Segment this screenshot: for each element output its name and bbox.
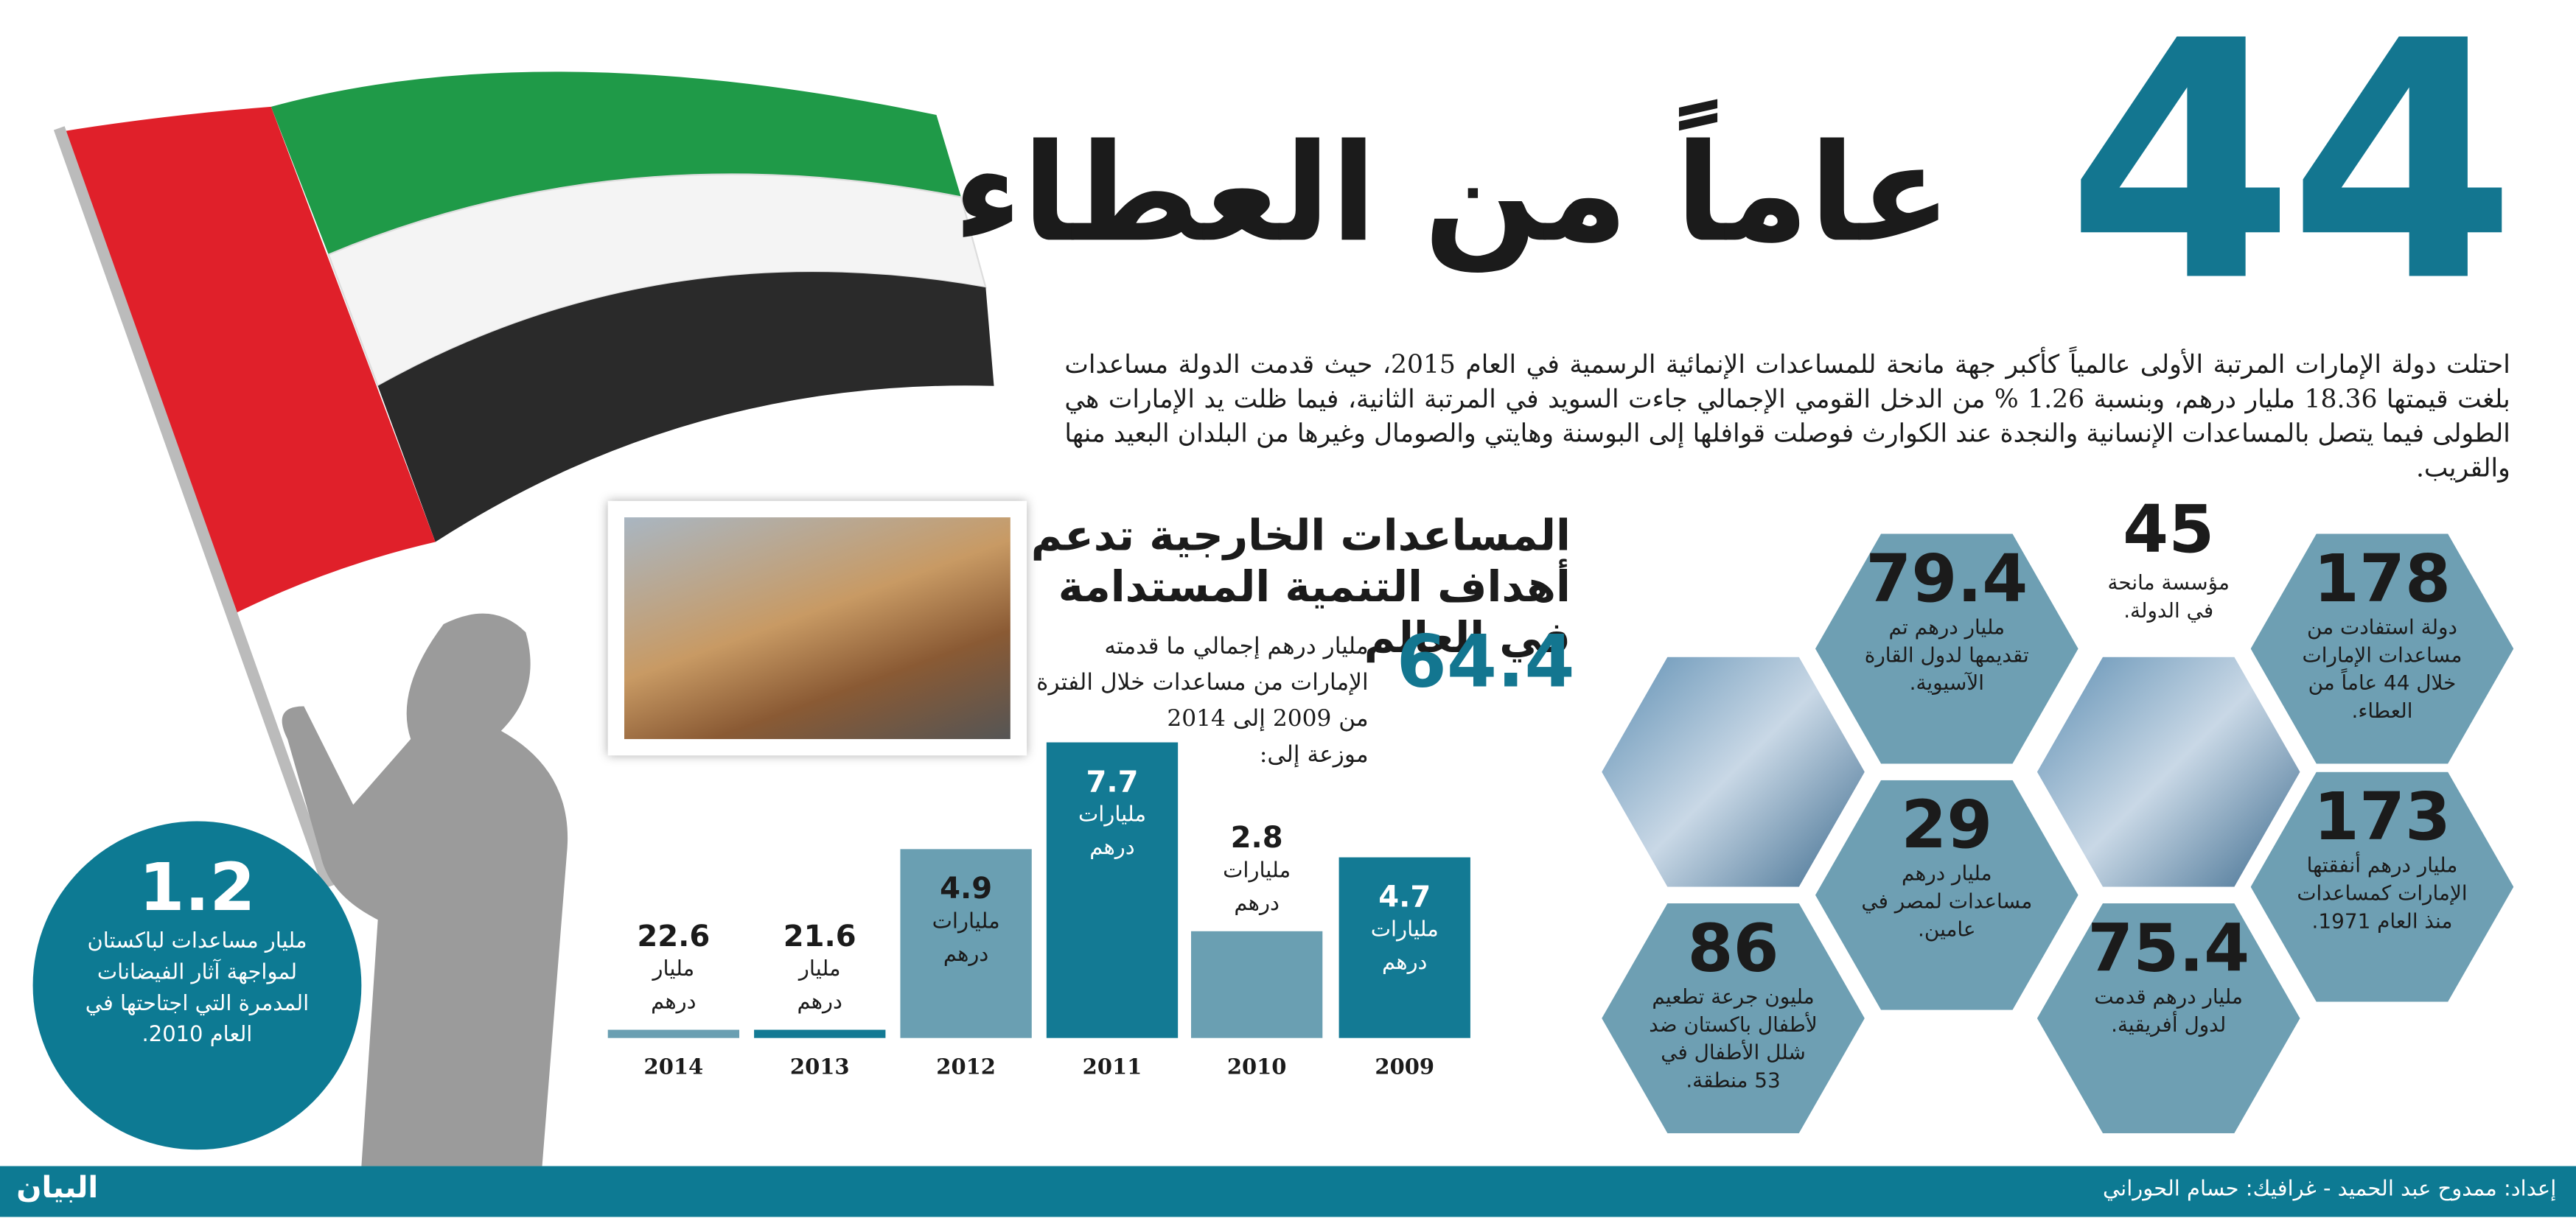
bar-value: 7.7 bbox=[1086, 765, 1139, 800]
stat-number: 178 bbox=[2313, 542, 2451, 618]
heading-line: أهداف التنمية المستدامة في العالم bbox=[1058, 563, 1571, 664]
flag-red bbox=[62, 106, 436, 616]
photo-aid-truck bbox=[624, 517, 1010, 740]
description: مليار درهم إجمالي ما قدمته الإمارات من م… bbox=[1036, 634, 1369, 733]
total-description: مليار درهم إجمالي ما قدمته الإمارات من م… bbox=[1024, 629, 1369, 774]
stat-hexagon: 79.4 مليار درهم تم تقديمها لدول القارة ال… bbox=[1815, 533, 2078, 764]
bar-unit: مليارات درهم bbox=[1370, 917, 1439, 976]
credits: إعداد: ممدوح عبد الحميد - غرافيك: حسام ا… bbox=[2103, 1177, 2557, 1203]
bar-value: 4.9 bbox=[940, 872, 993, 907]
bar bbox=[1338, 857, 1470, 1038]
flag-pole bbox=[53, 126, 335, 889]
stat-text: مليار درهم أنفقتها الإمارات كمساعدات منذ… bbox=[2297, 852, 2468, 934]
bar-year: 2012 bbox=[936, 1056, 996, 1081]
bar-label: 2.8 مليارات درهم bbox=[1191, 821, 1322, 922]
stat-text: مليار درهم مساعدات لمصر في عامين. bbox=[1861, 860, 2033, 942]
intro-text: احتلت دولة الإمارات المرتبة الأولى عالمي… bbox=[1064, 349, 2510, 483]
bar-unit: مليارات درهم bbox=[1223, 858, 1291, 917]
bar-label: 4.9 مليارات درهم bbox=[900, 872, 1031, 973]
bar-unit: مليارات درهم bbox=[1078, 802, 1147, 861]
stat-block: 45 مؤسسة مانحة في الدولة. bbox=[2037, 493, 2300, 624]
stat-text: دولة استفادت من مساعدات الإمارات خلال 44… bbox=[2302, 614, 2462, 723]
bar-unit: مليار درهم bbox=[797, 957, 842, 1015]
figure-silhouette bbox=[282, 613, 568, 1166]
stat-hexagon: 29 مليار درهم مساعدات لمصر في عامين. bbox=[1815, 780, 2078, 1010]
bar-value: 4.7 bbox=[1378, 880, 1431, 915]
bar bbox=[1046, 742, 1179, 1038]
bar bbox=[900, 849, 1032, 1038]
bar-year: 2011 bbox=[1082, 1056, 1142, 1081]
bar-value: 22.6 bbox=[637, 920, 711, 955]
bar-label: 7.7 مليارات درهم bbox=[1047, 765, 1178, 866]
stat-hexagon: 86 مليون جرعة تطعيم لأطفال باكستان ضد شلل… bbox=[1602, 903, 1865, 1133]
distributed-label: موزعة إلى: bbox=[1259, 742, 1369, 769]
bar bbox=[607, 1029, 740, 1038]
pakistan-circle: 1.2 مليار مساعدات لباكستان لمواجهة آثار … bbox=[32, 821, 362, 1150]
flag-green bbox=[270, 71, 961, 255]
total-number: 64.4 bbox=[1396, 620, 1575, 705]
bar-label: 4.7 مليارات درهم bbox=[1339, 880, 1470, 981]
logo: البيان bbox=[16, 1171, 99, 1206]
stat-text: مؤسسة مانحة في الدولة. bbox=[2107, 570, 2230, 623]
stat-hexagon: 75.4 مليار درهم قدمت لدول أفريقية. bbox=[2036, 903, 2300, 1133]
bar-value: 2.8 bbox=[1230, 821, 1283, 856]
bar-year: 2013 bbox=[789, 1056, 850, 1081]
photo-hex bbox=[2036, 657, 2300, 887]
stat-text: مليون جرعة تطعيم لأطفال باكستان ضد شلل ا… bbox=[1649, 984, 1818, 1093]
heading-line: المساعدات الخارجية تدعم bbox=[1030, 512, 1571, 562]
footer: إعداد: ممدوح عبد الحميد - غرافيك: حسام ا… bbox=[0, 1166, 2576, 1217]
bar-unit: مليار درهم bbox=[651, 957, 697, 1015]
title-text: عاماً من العطاء bbox=[953, 116, 1952, 273]
stat-number: 173 bbox=[2313, 780, 2451, 856]
stat-number: 75.4 bbox=[2087, 911, 2250, 987]
stat-text: مليار درهم قدمت لدول أفريقية. bbox=[2094, 984, 2243, 1037]
bar-label: 21.6 مليار درهم bbox=[754, 920, 885, 1020]
hexagon-grid: 178 دولة استفادت من مساعدات الإمارات خلال… bbox=[1602, 493, 2514, 1133]
stat-hexagon: 173 مليار درهم أنفقتها الإمارات كمساعدات … bbox=[2250, 771, 2514, 1002]
bar-year: 2010 bbox=[1226, 1056, 1287, 1081]
bar-chart: 4.7 مليارات درهم 2009 2.8 مليارات درهم 2010 7.… bbox=[591, 742, 1511, 1166]
photo-hex bbox=[1602, 657, 1865, 887]
bar-value: 21.6 bbox=[783, 920, 856, 955]
title-number: 44 bbox=[2066, 0, 2516, 355]
bar-unit: مليارات درهم bbox=[932, 909, 1000, 967]
bar-year: 2014 bbox=[643, 1056, 704, 1081]
bar bbox=[754, 1029, 886, 1038]
stat-number: 86 bbox=[1687, 911, 1779, 987]
stat-text: مليار درهم تم تقديمها لدول القارة الآسيو… bbox=[1864, 614, 2029, 695]
flag-and-figure bbox=[53, 71, 994, 1166]
stat-number: 45 bbox=[2123, 492, 2215, 569]
photo-frame bbox=[607, 500, 1027, 756]
section-heading: المساعدات الخارجية تدعم أهداف التنمية ال… bbox=[979, 512, 1571, 665]
flag-black bbox=[377, 272, 994, 542]
bar-year: 2009 bbox=[1375, 1056, 1435, 1081]
stat-number: 79.4 bbox=[1865, 542, 2028, 618]
bar bbox=[1190, 931, 1323, 1038]
circle-number: 1.2 bbox=[139, 850, 256, 927]
circle-text: مليار مساعدات لباكستان لمواجهة آثار الفي… bbox=[85, 929, 310, 1049]
bar-label: 22.6 مليار درهم bbox=[608, 920, 739, 1020]
stat-number: 29 bbox=[1901, 788, 1993, 864]
